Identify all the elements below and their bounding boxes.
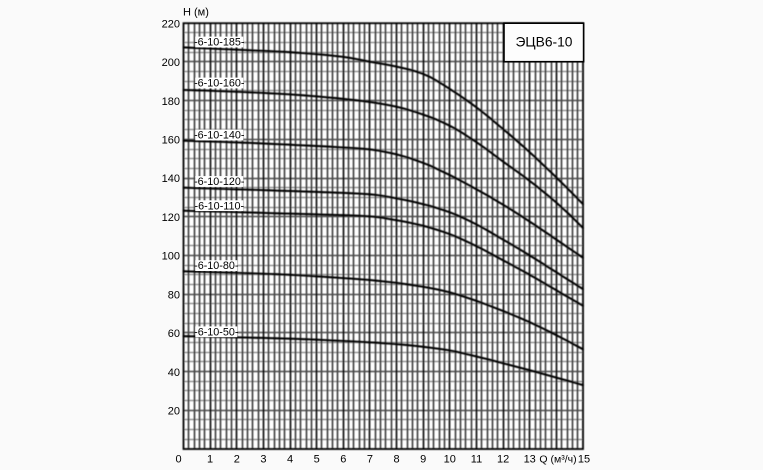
svg-text:140: 140	[162, 173, 180, 185]
svg-text:7: 7	[367, 454, 373, 466]
svg-text:2: 2	[234, 454, 240, 466]
svg-text:8: 8	[394, 454, 400, 466]
svg-text:220: 220	[162, 18, 180, 30]
svg-text:-6-10-110-: -6-10-110-	[194, 200, 244, 212]
svg-text:10: 10	[444, 454, 456, 466]
svg-text:80: 80	[168, 289, 180, 301]
svg-text:H (м): H (м)	[183, 7, 209, 19]
svg-text:60: 60	[168, 328, 180, 340]
svg-text:6: 6	[340, 454, 346, 466]
svg-text:0: 0	[175, 454, 181, 466]
svg-text:12: 12	[497, 454, 509, 466]
svg-text:1: 1	[207, 454, 213, 466]
svg-text:180: 180	[162, 96, 180, 108]
svg-text:-6-10-80-: -6-10-80-	[194, 260, 239, 272]
svg-text:-6-10-140-: -6-10-140-	[194, 130, 245, 142]
svg-text:100: 100	[162, 251, 180, 263]
svg-text:13: 13	[524, 454, 536, 466]
svg-text:11: 11	[471, 454, 482, 466]
svg-text:5: 5	[314, 454, 320, 466]
svg-text:-6-10-120-: -6-10-120-	[194, 176, 245, 188]
svg-text:15: 15	[578, 454, 590, 466]
svg-text:-6-10-185-: -6-10-185-	[194, 37, 245, 49]
svg-text:-6-10-160-: -6-10-160-	[194, 78, 245, 90]
svg-text:160: 160	[162, 135, 180, 147]
svg-text:Q (м³/ч): Q (м³/ч)	[539, 454, 576, 466]
svg-text:20: 20	[168, 406, 180, 418]
svg-text:200: 200	[162, 57, 180, 69]
svg-text:9: 9	[420, 454, 426, 466]
svg-text:-6-10-50-: -6-10-50-	[194, 326, 239, 338]
svg-text:120: 120	[162, 212, 180, 224]
svg-text:40: 40	[168, 367, 180, 379]
svg-text:4: 4	[287, 454, 293, 466]
svg-text:3: 3	[260, 454, 266, 466]
svg-text:ЭЦВ6-10: ЭЦВ6-10	[516, 34, 573, 49]
